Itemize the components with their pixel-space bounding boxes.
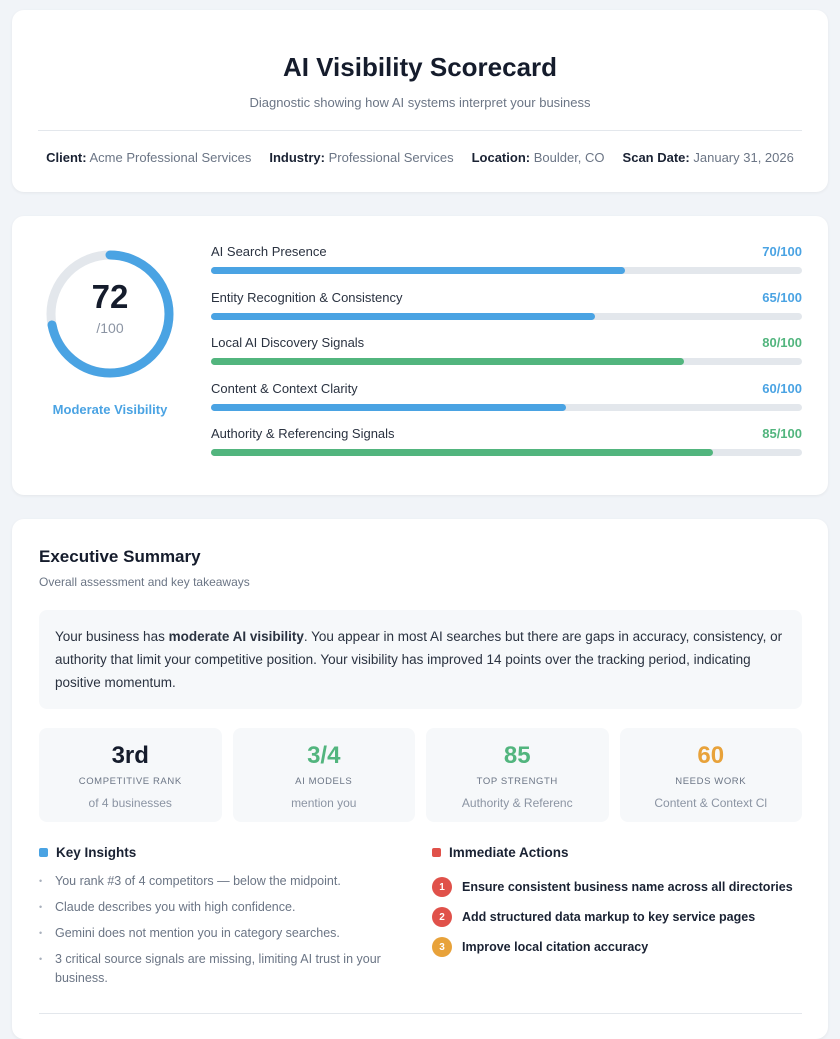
progress-fill [211,267,625,274]
stat-value: 3rd [111,742,149,769]
stat-value: 85 [503,742,531,769]
progress-track [211,449,802,456]
meta-industry: Industry: Professional Services [269,150,454,165]
gauge-arc [46,250,174,378]
action-item: 2 Add structured data markup to key servi… [432,902,812,932]
insight-item: You rank #3 of 4 competitors — below the… [39,872,399,891]
stat-desc: mention you [291,796,357,810]
progress-track [211,403,802,411]
progress-track [211,358,802,365]
stat-card: 3rd COMPETITIVE RANK of 4 businesses [39,728,222,822]
score-gauge: 72 /100 [44,248,176,380]
key-insights: Key Insights You rank #3 of 4 competitor… [39,845,399,995]
progress-fill [211,403,566,411]
meta-client: Client: Acme Professional Services [46,150,252,165]
number-badge: 2 [432,907,452,927]
square-icon [432,848,441,857]
category-score: 60/100 [762,380,802,396]
stat-key: TOP STRENGTH [476,776,558,787]
section-title: Executive Summary [39,547,201,566]
stat-value: 60 [697,742,725,769]
stat-key: NEEDS WORK [675,776,747,787]
stats-row: 3rd COMPETITIVE RANK of 4 businesses 3/4 AI … [39,728,802,822]
category-bar: Local AI Discovery Signals 80/100 [211,335,802,381]
immediate-actions: Immediate Actions 1 Ensure consistent bus… [432,845,812,962]
category-score: 70/100 [762,244,802,259]
progress-track [211,312,802,320]
insight-item: 3 critical source signals are missing, l… [39,950,399,988]
stat-desc: of 4 businesses [88,796,172,810]
insight-item: Claude describes you with high confidenc… [39,898,399,917]
stat-key: AI MODELS [295,776,353,787]
category-label: Entity Recognition & Consistency [211,289,403,305]
score-value: 72 [91,278,129,315]
progress-fill [211,358,684,365]
summary-text: Your business has moderate AI visibility… [39,610,802,709]
category-label: Content & Context Clarity [211,380,358,396]
progress-track [211,267,802,274]
page-title: AI Visibility Scorecard [282,52,558,82]
score-label: Moderate Visibility [52,402,168,417]
action-item: 1 Ensure consistent business name across … [432,872,812,902]
number-badge: 1 [432,877,452,897]
score-card: 72 /100 Moderate Visibility AI Search Pr… [12,216,828,495]
category-bars: AI Search Presence 70/100 Entity Recogniti… [211,244,802,472]
header-card: AI Visibility Scorecard Diagnostic showi… [12,10,828,192]
category-label: Local AI Discovery Signals [211,335,365,350]
meta-location: Location: Boulder, CO [471,150,605,165]
stat-card: 85 TOP STRENGTH Authority & Referenc [426,728,609,822]
category-bar: Authority & Referencing Signals 85/100 [211,426,802,472]
score-max: /100 [96,320,124,336]
section-subtitle: Overall assessment and key takeaways [39,575,250,589]
number-badge: 3 [432,937,452,957]
action-item: 3 Improve local citation accuracy [432,932,812,962]
category-bar: AI Search Presence 70/100 [211,244,802,290]
page-subtitle: Diagnostic showing how AI systems interp… [249,95,591,110]
divider [39,1013,802,1014]
category-score: 65/100 [762,289,802,305]
stat-value: 3/4 [307,742,341,769]
category-score: 85/100 [762,426,802,441]
square-icon [39,848,48,857]
progress-fill [211,312,596,320]
stat-card: 60 NEEDS WORK Content & Context Cl [619,728,802,822]
category-bar: Entity Recognition & Consistency 65/100 [211,290,802,336]
stat-desc: Authority & Referenc [461,796,573,810]
meta-row: Client: Acme Professional Services Indus… [12,150,828,165]
category-score: 80/100 [762,335,802,350]
category-bar: Content & Context Clarity 60/100 [211,381,802,427]
meta-scan-date: Scan Date: January 31, 2026 [622,150,794,165]
category-label: AI Search Presence [211,244,327,259]
divider [38,130,802,131]
category-label: Authority & Referencing Signals [211,426,395,441]
stat-key: COMPETITIVE RANK [78,776,182,787]
progress-fill [211,449,714,456]
stat-desc: Content & Context Cl [654,796,768,810]
stat-card: 3/4 AI MODELS mention you [232,728,415,822]
insight-item: Gemini does not mention you in category … [39,924,399,943]
summary-card: Executive Summary Overall assessment and… [12,519,828,1039]
